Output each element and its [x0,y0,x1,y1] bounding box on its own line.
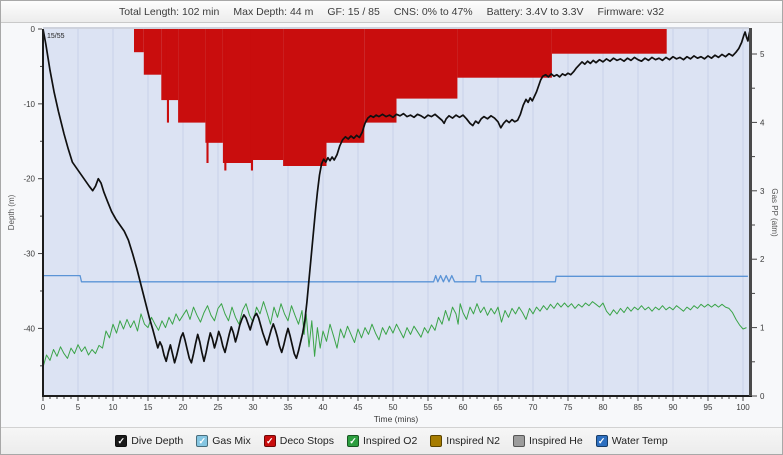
status-item: Max Depth: 44 m [233,5,314,18]
legend-item-water-temp[interactable]: ✓ Water Temp [595,435,668,447]
deco-stop-band [224,29,227,171]
x-tick-label: 85 [634,403,643,412]
x-tick-label: 35 [284,403,293,412]
legend-checkbox[interactable] [430,435,443,447]
deco-stop-band [396,29,458,99]
deco-stop-band [326,29,365,143]
legend-label: Inspired O2 [363,435,418,447]
legend-label: Dive Depth [131,435,184,447]
y-right-tick-label: 2 [760,255,765,264]
x-tick-label: 55 [424,403,433,412]
chart-legend: ✓ Dive Depth ✓ Gas Mix ✓ Deco Stops ✓ In… [1,427,782,454]
legend-item-inspired-n2[interactable]: Inspired N2 [430,435,500,447]
legend-checkbox[interactable] [513,435,525,447]
x-tick-label: 40 [319,403,328,412]
y-left-tick-label: 0 [31,25,36,34]
y-right-axis-title: Gas PP (atm) [770,188,779,237]
x-tick-label: 30 [249,403,258,412]
deco-stop-band [161,29,179,101]
y-right-tick-label: 0 [760,392,765,401]
deco-stop-band [222,29,253,163]
legend-label: Inspired He [529,435,583,447]
x-tick-label: 100 [736,403,750,412]
x-tick-label: 50 [389,403,398,412]
y-left-tick-label: -10 [23,100,35,109]
x-tick-label: 0 [41,403,46,412]
legend-label: Deco Stops [279,435,335,447]
legend-item-dive-depth[interactable]: ✓ Dive Depth [115,435,183,447]
deco-stop-band [551,29,667,54]
x-tick-label: 80 [599,403,608,412]
x-tick-label: 10 [109,403,118,412]
y-right-tick-label: 5 [760,50,765,59]
deco-stop-band [143,29,162,75]
y-right-tick-label: 1 [760,324,765,333]
status-bar: Total Length: 102 min Max Depth: 44 m GF… [1,1,782,23]
x-axis-title: Time (mins) [374,414,419,424]
water-temp-line [43,274,748,283]
x-tick-label: 95 [704,403,713,412]
deco-stop-band [457,29,552,78]
legend-checkbox[interactable]: ✓ [595,435,608,447]
x-tick-label: 65 [494,403,503,412]
status-item: Battery: 3.4V to 3.3V [486,5,584,18]
legend-item-deco-stops[interactable]: ✓ Deco Stops [263,435,335,447]
x-tick-label: 90 [669,403,678,412]
legend-label: Inspired N2 [446,435,500,447]
x-tick-label: 20 [179,403,188,412]
x-tick-label: 15 [144,403,153,412]
legend-label: Gas Mix [212,435,251,447]
legend-checkbox[interactable]: ✓ [263,435,276,447]
x-tick-label: 45 [354,403,363,412]
status-item: CNS: 0% to 47% [393,5,473,18]
x-tick-label: 75 [564,403,573,412]
x-tick-label: 70 [529,403,538,412]
status-item: Total Length: 102 min [118,5,220,18]
deco-stop-band [283,29,327,166]
y-left-tick-label: -30 [23,250,35,259]
gas-mix-annotation: 15/55 [47,33,65,40]
legend-item-inspired-he[interactable]: Inspired He [513,435,583,447]
x-tick-label: 60 [459,403,468,412]
legend-item-gas-mix[interactable]: ✓ Gas Mix [196,435,251,447]
deco-stop-band [206,29,209,163]
y-right-tick-label: 4 [760,118,765,127]
deco-stop-band [134,29,144,53]
legend-checkbox[interactable]: ✓ [196,435,209,447]
status-item: Firmware: v32 [597,5,665,18]
y-left-tick-label: -40 [23,324,35,333]
dive-depth-line [43,29,749,364]
y-left-axis-title: Depth (m) [7,194,16,230]
x-tick-label: 5 [76,403,81,412]
y-right-tick-label: 3 [760,187,765,196]
deco-stop-band [250,29,253,171]
deco-stop-band [253,29,284,160]
y-left-tick-label: -20 [23,175,35,184]
legend-item-inspired-o2[interactable]: ✓ Inspired O2 [347,435,417,447]
legend-checkbox[interactable]: ✓ [115,435,128,447]
legend-checkbox[interactable]: ✓ [347,435,360,447]
deco-stop-band [166,29,169,123]
deco-stop-band [205,29,223,143]
x-tick-label: 25 [214,403,223,412]
plot-series-group [43,29,749,396]
legend-label: Water Temp [611,435,668,447]
inspired-o2-line [43,301,747,368]
deco-stop-band [178,29,206,123]
status-item: GF: 15 / 85 [327,5,380,18]
deco-stop-band [364,29,397,123]
